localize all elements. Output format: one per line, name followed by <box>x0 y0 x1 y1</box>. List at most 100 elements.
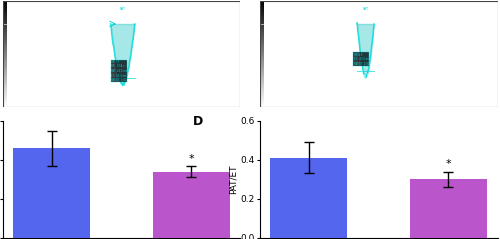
Point <box>24 62 32 66</box>
Point <box>143 26 151 30</box>
Point <box>161 30 169 34</box>
Point <box>426 29 434 33</box>
Point <box>212 24 220 28</box>
Point <box>144 55 152 59</box>
Point <box>182 51 190 55</box>
Point <box>468 34 475 38</box>
Point <box>390 47 398 50</box>
Point <box>382 27 390 31</box>
Point <box>365 37 373 41</box>
Point <box>125 62 133 65</box>
Point <box>78 50 86 54</box>
Point <box>339 45 347 49</box>
Point <box>214 75 222 78</box>
Point <box>183 44 191 48</box>
Point <box>331 56 339 60</box>
Point <box>86 56 94 60</box>
Point <box>412 30 420 34</box>
Point <box>128 32 136 36</box>
Point <box>86 44 94 48</box>
Point <box>62 42 70 46</box>
Point <box>207 39 215 43</box>
Point <box>25 65 33 69</box>
Point <box>221 60 229 64</box>
Point <box>334 43 342 47</box>
Point <box>300 53 308 57</box>
Point <box>62 27 70 30</box>
Point <box>124 70 132 74</box>
Point <box>386 39 394 43</box>
Point <box>215 81 223 85</box>
Point <box>475 43 483 47</box>
Point <box>338 46 346 50</box>
Point <box>424 41 432 44</box>
Point <box>480 32 488 36</box>
Point <box>108 26 116 30</box>
Point <box>64 36 72 39</box>
Point <box>16 41 24 45</box>
Point <box>440 39 448 43</box>
Point <box>386 26 394 30</box>
Point <box>420 34 428 38</box>
Point <box>389 64 397 68</box>
Point <box>422 54 430 58</box>
Point <box>446 60 454 64</box>
Point <box>274 40 282 43</box>
Point <box>10 22 18 26</box>
Point <box>358 41 366 45</box>
Point <box>216 58 224 62</box>
Point <box>179 38 187 42</box>
Point <box>411 28 419 32</box>
Point <box>130 27 138 30</box>
Point <box>360 58 368 62</box>
Point <box>356 38 364 41</box>
Point <box>410 24 418 28</box>
Point <box>182 40 190 44</box>
Point <box>56 61 64 65</box>
Point <box>397 25 405 29</box>
Point <box>177 54 185 58</box>
Point <box>32 25 40 29</box>
Point <box>152 37 160 40</box>
Point <box>186 34 194 38</box>
Point <box>386 53 394 57</box>
Point <box>470 42 478 46</box>
Point <box>362 73 370 77</box>
Point <box>308 37 316 41</box>
Point <box>274 60 282 64</box>
Point <box>208 52 216 55</box>
Point <box>442 43 450 47</box>
Point <box>336 41 344 45</box>
Bar <box>410 179 486 238</box>
Point <box>51 41 59 45</box>
Point <box>300 46 308 50</box>
Point <box>275 45 283 49</box>
Text: Air: Air <box>22 79 34 88</box>
Point <box>384 38 392 42</box>
Point <box>214 61 222 65</box>
Point <box>307 62 315 66</box>
Point <box>422 54 430 58</box>
Point <box>88 43 96 47</box>
Point <box>210 42 218 46</box>
Text: Hyperoxia: Hyperoxia <box>326 72 372 81</box>
Point <box>468 29 476 33</box>
Point <box>281 40 289 43</box>
Point <box>329 48 337 52</box>
Point <box>95 42 103 45</box>
Point <box>368 33 376 37</box>
Point <box>278 60 286 63</box>
Text: PAT: PAT <box>120 6 126 11</box>
Point <box>57 33 65 37</box>
Point <box>192 30 200 34</box>
Point <box>416 50 424 54</box>
Point <box>282 27 290 31</box>
Point <box>304 65 312 68</box>
Point <box>425 24 433 27</box>
Point <box>118 81 126 85</box>
Point <box>52 55 60 59</box>
Point <box>80 51 88 55</box>
Point <box>273 48 281 52</box>
Point <box>33 22 41 26</box>
Point <box>225 29 233 33</box>
